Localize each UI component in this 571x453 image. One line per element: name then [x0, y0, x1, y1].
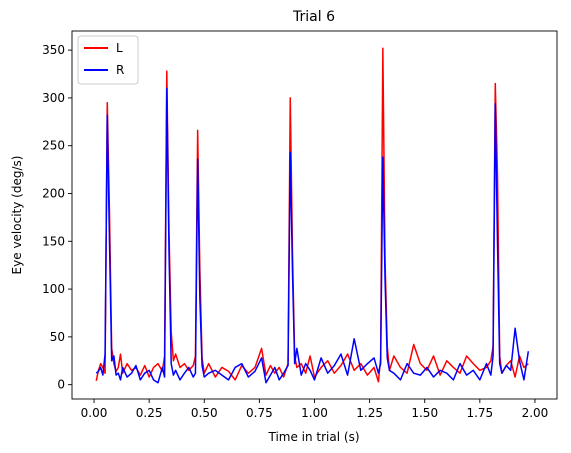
x-tick-label: 1.25: [356, 406, 383, 420]
y-axis-label: Eye velocity (deg/s): [10, 156, 24, 275]
y-tick-label: 50: [50, 330, 65, 344]
legend-label-l: L: [116, 41, 123, 55]
y-tick-label: 200: [42, 186, 65, 200]
x-tick-label: 1.75: [466, 406, 493, 420]
legend: L R: [77, 35, 139, 85]
chart-title: Trial 6: [292, 9, 335, 25]
legend-frame: [77, 35, 139, 85]
x-tick-label: 1.50: [411, 406, 438, 420]
series-line-r: [95, 87, 530, 384]
legend-label-r: R: [116, 63, 124, 77]
x-tick-label: 0.50: [191, 406, 218, 420]
y-tick-label: 150: [42, 234, 65, 248]
y-tick-label: 100: [42, 282, 65, 296]
x-tick-label: 2.00: [522, 406, 549, 420]
y-tick-label: 350: [42, 43, 65, 57]
y-tick-label: 300: [42, 91, 65, 105]
x-axis: 0.00 0.25 0.50 0.75 1.00 1.25 1.50 1.75 2.00: [81, 399, 549, 420]
y-axis: 0 50 100 150 200 250 300 350: [42, 43, 72, 392]
y-tick-label: 0: [57, 378, 65, 392]
x-tick-label: 1.00: [301, 406, 328, 420]
x-tick-label: 0.00: [81, 406, 108, 420]
y-tick-label: 250: [42, 139, 65, 153]
plot-area: [95, 47, 530, 384]
x-axis-label: Time in trial (s): [267, 430, 359, 444]
x-tick-label: 0.75: [246, 406, 273, 420]
x-tick-label: 0.25: [136, 406, 163, 420]
